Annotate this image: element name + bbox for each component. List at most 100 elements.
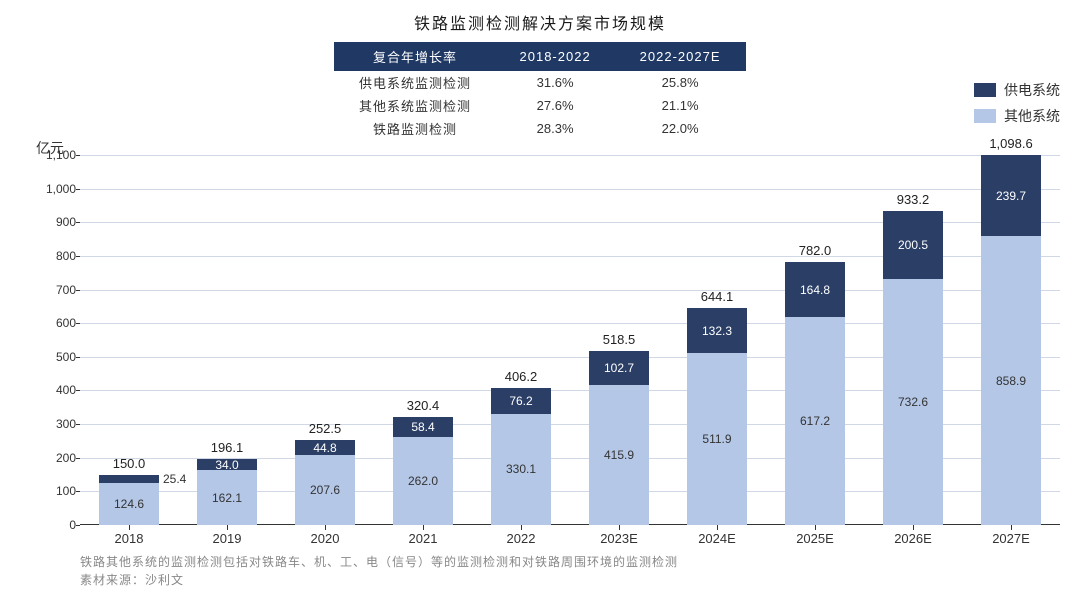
- x-tick-label: 2020: [295, 531, 355, 546]
- bar-segment-other: [491, 414, 551, 525]
- bar-segment-power: [883, 211, 943, 278]
- x-tick-mark: [619, 525, 620, 530]
- y-tick-label: 200: [32, 451, 76, 465]
- y-tick-mark: [76, 222, 80, 223]
- bar-segment-power: [99, 475, 159, 484]
- bar-group: 415.9102.7518.52023E: [589, 351, 649, 525]
- bar-segment-other: [295, 455, 355, 525]
- cagr-tbody: 供电系统监测检测31.6%25.8%其他系统监测检测27.6%21.1%铁路监测…: [335, 71, 745, 141]
- bar-group: 162.134.0196.12019: [197, 459, 257, 525]
- legend-label: 供电系统: [1004, 80, 1060, 100]
- bar-segment-other: [197, 470, 257, 525]
- y-tick-mark: [76, 458, 80, 459]
- y-tick-label: 300: [32, 417, 76, 431]
- x-tick-label: 2021: [393, 531, 453, 546]
- bar-value-total: 406.2: [485, 369, 557, 384]
- y-tick-label: 500: [32, 350, 76, 364]
- bar-value-total: 320.4: [387, 398, 459, 413]
- bar-group: 732.6200.5933.22026E: [883, 211, 943, 525]
- legend-swatch: [974, 109, 996, 123]
- footnote: 铁路其他系统的监测检测包括对铁路车、机、工、电（信号）等的监测检测和对铁路周围环…: [80, 553, 678, 589]
- bar-group: 617.2164.8782.02025E: [785, 262, 845, 525]
- bar-segment-other: [589, 385, 649, 525]
- bar-segment-other: [99, 483, 159, 525]
- cagr-cell: 31.6%: [495, 71, 615, 95]
- bar-segment-power: [981, 155, 1041, 236]
- bar-segment-other: [883, 279, 943, 525]
- gridline: [80, 155, 1060, 156]
- x-tick-mark: [325, 525, 326, 530]
- bar-value-total: 933.2: [877, 192, 949, 207]
- bar-segment-other: [785, 317, 845, 525]
- y-tick-mark: [76, 155, 80, 156]
- y-tick-label: 0: [32, 518, 76, 532]
- y-tick-label: 800: [32, 249, 76, 263]
- cagr-cell: 27.6%: [495, 94, 615, 117]
- cagr-cell: 铁路监测检测: [335, 117, 495, 140]
- y-tick-label: 1,000: [32, 182, 76, 196]
- bar-value-total: 1,098.6: [975, 136, 1047, 151]
- x-tick-label: 2027E: [981, 531, 1041, 546]
- cagr-cell: 其他系统监测检测: [335, 94, 495, 117]
- legend-item: 供电系统: [974, 80, 1060, 100]
- bar-group: 124.625.4150.02018: [99, 475, 159, 525]
- legend-swatch: [974, 83, 996, 97]
- x-tick-mark: [423, 525, 424, 530]
- cagr-table: 复合年增长率 2018-2022 2022-2027E 供电系统监测检测31.6…: [334, 42, 745, 140]
- chart-area: 01002003004005006007008009001,0001,10012…: [80, 155, 1060, 525]
- y-tick-label: 900: [32, 215, 76, 229]
- bar-value-total: 644.1: [681, 289, 753, 304]
- bar-group: 262.058.4320.42021: [393, 417, 453, 525]
- cagr-header-2: 2022-2027E: [615, 43, 745, 71]
- y-tick-label: 400: [32, 383, 76, 397]
- cagr-cell: 22.0%: [615, 117, 745, 140]
- x-tick-label: 2025E: [785, 531, 845, 546]
- y-tick-mark: [76, 491, 80, 492]
- bar-value-total: 782.0: [779, 243, 851, 258]
- bar-value-total: 150.0: [93, 456, 165, 471]
- cagr-cell: 21.1%: [615, 94, 745, 117]
- x-tick-label: 2026E: [883, 531, 943, 546]
- y-tick-label: 1,100: [32, 148, 76, 162]
- x-tick-mark: [129, 525, 130, 530]
- y-tick-mark: [76, 290, 80, 291]
- x-tick-label: 2019: [197, 531, 257, 546]
- bar-segment-power: [491, 388, 551, 414]
- cagr-header-1: 2018-2022: [495, 43, 615, 71]
- cagr-header-0: 复合年增长率: [335, 43, 495, 71]
- bar-segment-other: [687, 353, 747, 525]
- bar-group: 207.644.8252.52020: [295, 440, 355, 525]
- y-tick-label: 700: [32, 283, 76, 297]
- y-tick-mark: [76, 256, 80, 257]
- footnote-line2: 素材来源：沙利文: [80, 571, 678, 589]
- cagr-cell: 28.3%: [495, 117, 615, 140]
- x-tick-mark: [227, 525, 228, 530]
- y-tick-mark: [76, 390, 80, 391]
- y-tick-label: 100: [32, 484, 76, 498]
- bar-value-total: 518.5: [583, 332, 655, 347]
- x-tick-label: 2018: [99, 531, 159, 546]
- legend-label: 其他系统: [1004, 106, 1060, 126]
- bar-segment-power: [589, 351, 649, 386]
- x-tick-label: 2022: [491, 531, 551, 546]
- y-tick-mark: [76, 189, 80, 190]
- x-tick-mark: [1011, 525, 1012, 530]
- page-title: 铁路监测检测解决方案市场规模: [0, 0, 1080, 34]
- bar-segment-power: [393, 417, 453, 437]
- gridline: [80, 189, 1060, 190]
- bar-group: 330.176.2406.22022: [491, 388, 551, 525]
- y-tick-mark: [76, 357, 80, 358]
- bar-group: 511.9132.3644.12024E: [687, 308, 747, 525]
- x-tick-label: 2023E: [589, 531, 649, 546]
- legend: 供电系统其他系统: [974, 80, 1060, 132]
- y-tick-mark: [76, 525, 80, 526]
- y-tick-mark: [76, 424, 80, 425]
- bar-segment-power: [295, 440, 355, 455]
- y-tick-label: 600: [32, 316, 76, 330]
- bar-segment-other: [981, 236, 1041, 525]
- bar-group: 858.9239.71,098.62027E: [981, 155, 1041, 525]
- cagr-cell: 供电系统监测检测: [335, 71, 495, 95]
- bar-segment-power: [785, 262, 845, 317]
- bar-value-total: 196.1: [191, 440, 263, 455]
- bar-value-total: 252.5: [289, 421, 361, 436]
